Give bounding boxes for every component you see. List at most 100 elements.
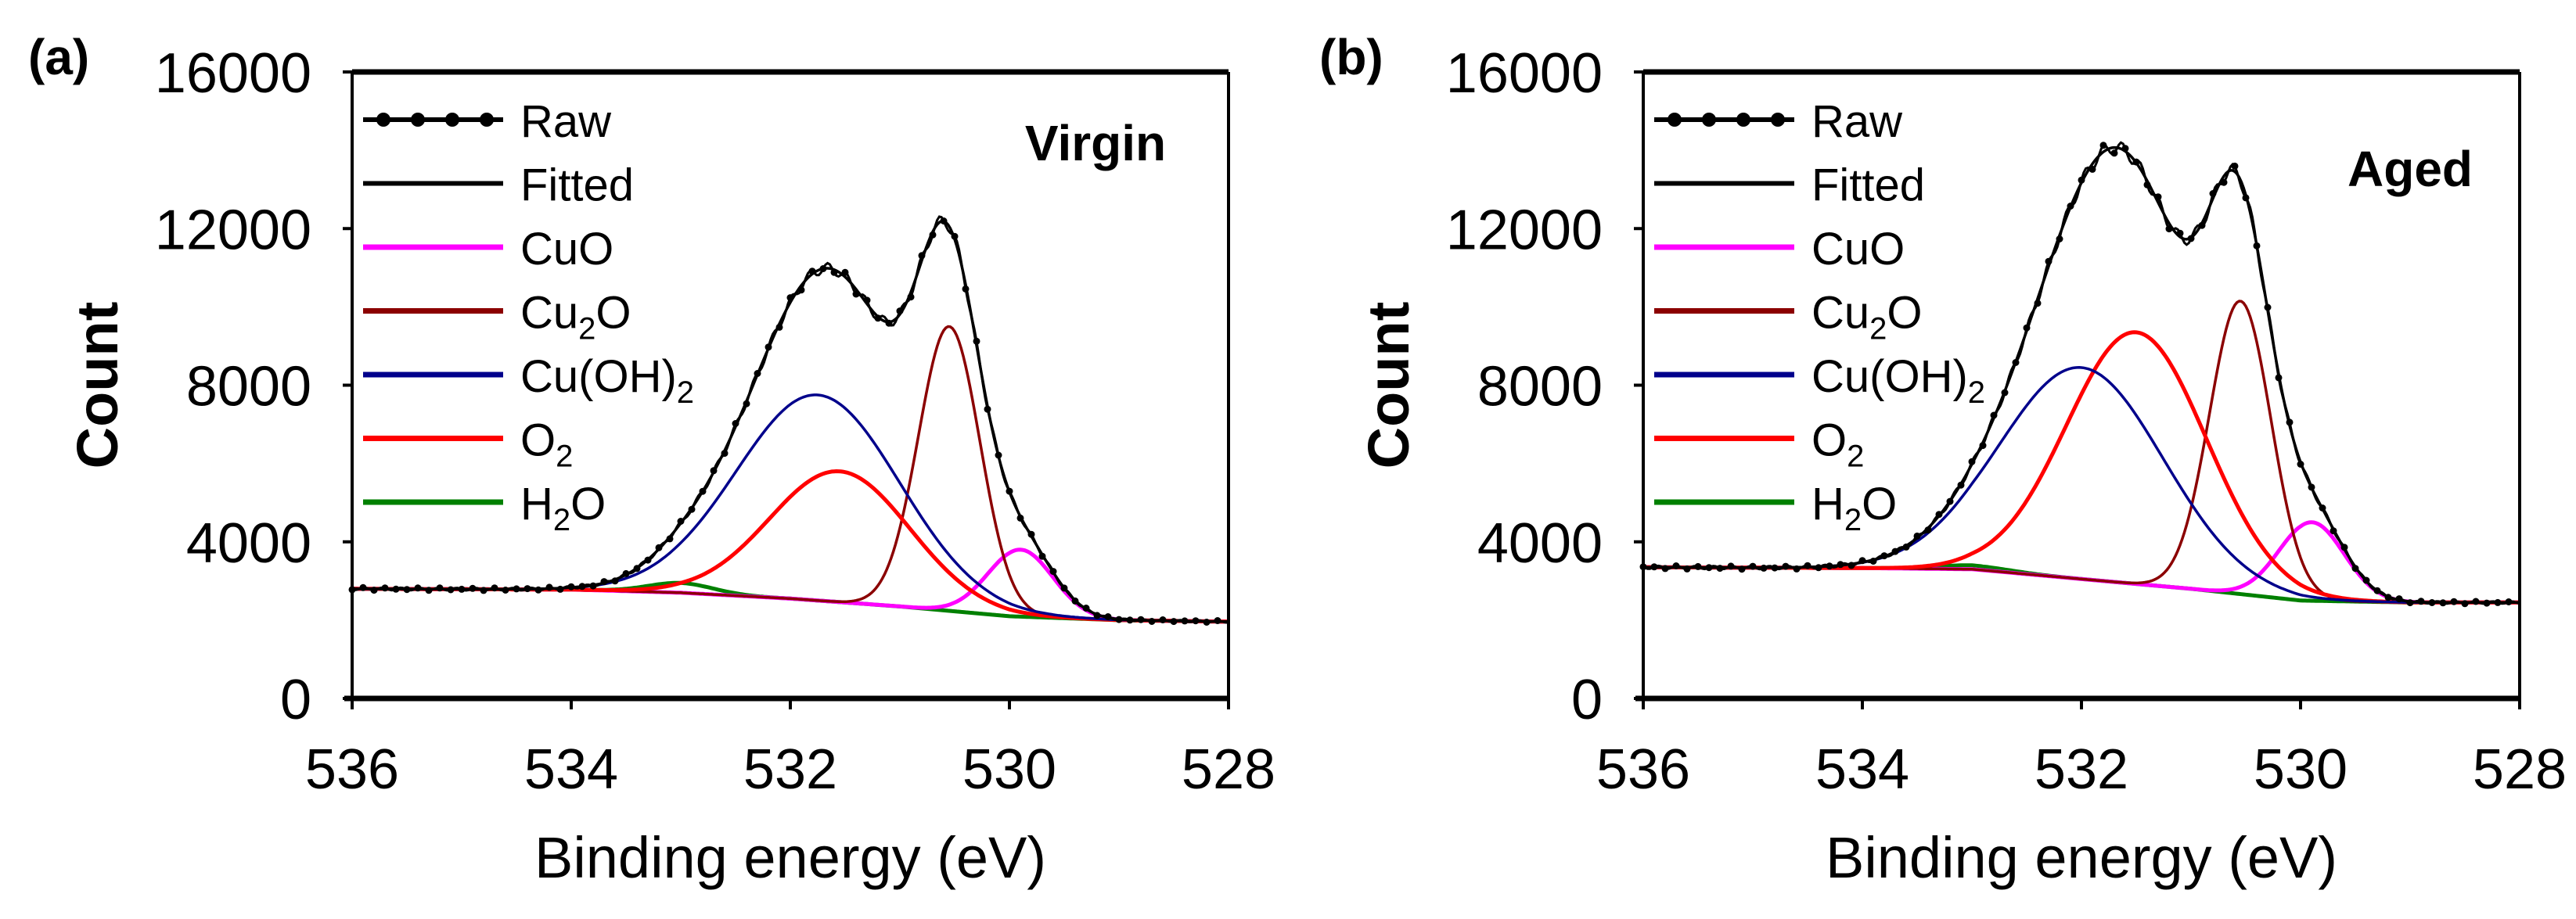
raw-point [929,231,937,239]
legend-marker [411,113,425,127]
x-axis-title: Binding energy (eV) [534,825,1046,890]
legend-label-main: Raw [520,96,612,147]
raw-point [951,232,959,240]
legend-label-main: Cu(OH) [520,351,677,402]
raw-point [447,586,455,594]
legend-marker [1771,113,1785,127]
raw-point [2067,203,2074,210]
raw-point [2406,599,2414,607]
raw-point [2494,598,2502,606]
raw-point [480,587,487,594]
raw-point [2143,181,2151,188]
raw-point [2461,600,2469,608]
legend-label-tail: O [1887,288,1922,339]
raw-point [973,337,980,345]
x-tick-label: 532 [743,738,837,801]
raw-point [381,584,389,592]
raw-point [962,285,970,293]
raw-point [1968,458,1976,465]
legend-label-subscript: 2 [1844,503,1862,537]
legend-label: Cu2O [520,288,631,346]
legend-item: O2 [1654,415,1864,474]
y-tick-label: 12000 [155,199,311,261]
raw-point [1038,552,1046,560]
raw-point [1902,543,1910,551]
legend-item: Fitted [363,160,634,211]
raw-point [863,296,871,304]
legend-label: H2O [1811,479,1897,537]
raw-point [2012,359,2020,366]
raw-point [1071,597,1079,605]
legend-item: CuO [1654,224,1905,275]
raw-point [2351,565,2359,573]
raw-point [852,290,860,298]
raw-point [2056,235,2063,242]
raw-point [458,585,466,593]
raw-point [2165,225,2173,233]
y-tick-label: 8000 [1477,356,1603,418]
legend-marker [1702,113,1716,127]
legend-label: CuO [1811,224,1905,275]
raw-point [2110,149,2118,157]
legend-label-tail: O [570,479,606,530]
series-line-cu2o [352,325,1229,623]
raw-point [1683,565,1691,573]
raw-point [622,569,630,577]
legend-label: Raw [520,96,612,147]
raw-point [425,587,433,594]
raw-point [1170,618,1178,626]
legend-item: Cu(OH)2 [1654,351,1985,410]
raw-point [2483,599,2491,607]
raw-point [2395,595,2403,603]
raw-point [2231,162,2239,170]
raw-point [1694,562,1702,570]
x-tick-label: 528 [1182,738,1275,801]
raw-point [1880,552,1888,560]
raw-point [2198,221,2206,229]
raw-point [534,586,542,594]
raw-point [896,307,904,315]
raw-point [885,319,893,327]
legend-label-main: Raw [1811,96,1903,147]
y-axis-title: Count [1356,302,1421,469]
raw-point [359,583,367,591]
raw-point [1214,617,1221,624]
raw-point [2373,587,2381,594]
y-tick-label: 4000 [1477,512,1603,575]
raw-point [830,268,838,276]
raw-point [1979,442,1987,450]
raw-point [2417,598,2425,605]
raw-point [1082,605,1090,612]
raw-point [2121,145,2129,153]
raw-point [2187,235,2195,242]
raw-point [1192,617,1200,625]
raw-point [1793,565,1801,573]
legend-label-subscript: 2 [553,503,570,537]
raw-point [1115,616,1123,623]
raw-point [2089,165,2096,173]
raw-point [699,487,707,495]
raw-point [2362,576,2370,584]
raw-point [666,535,674,543]
raw-point [1705,564,1713,572]
series-line-raw [351,215,1229,624]
raw-point [403,586,411,594]
x-tick-label: 534 [524,738,618,801]
y-tick-label: 16000 [1446,42,1603,105]
raw-point [995,451,1002,459]
legend-marker [376,113,390,127]
raw-point [2472,598,2480,605]
raw-point [2220,178,2228,186]
raw-point [2023,324,2031,332]
raw-point [1946,497,1954,505]
raw-point [1049,568,1057,576]
raw-point [2045,257,2053,265]
legend-label: Fitted [1811,160,1925,211]
raw-point [523,585,531,593]
legend-item: Cu(OH)2 [363,351,694,410]
raw-point [1771,564,1779,572]
plot-area [348,215,1229,626]
legend-label-main: Cu [1811,288,1869,339]
plot-area [1639,141,2520,608]
